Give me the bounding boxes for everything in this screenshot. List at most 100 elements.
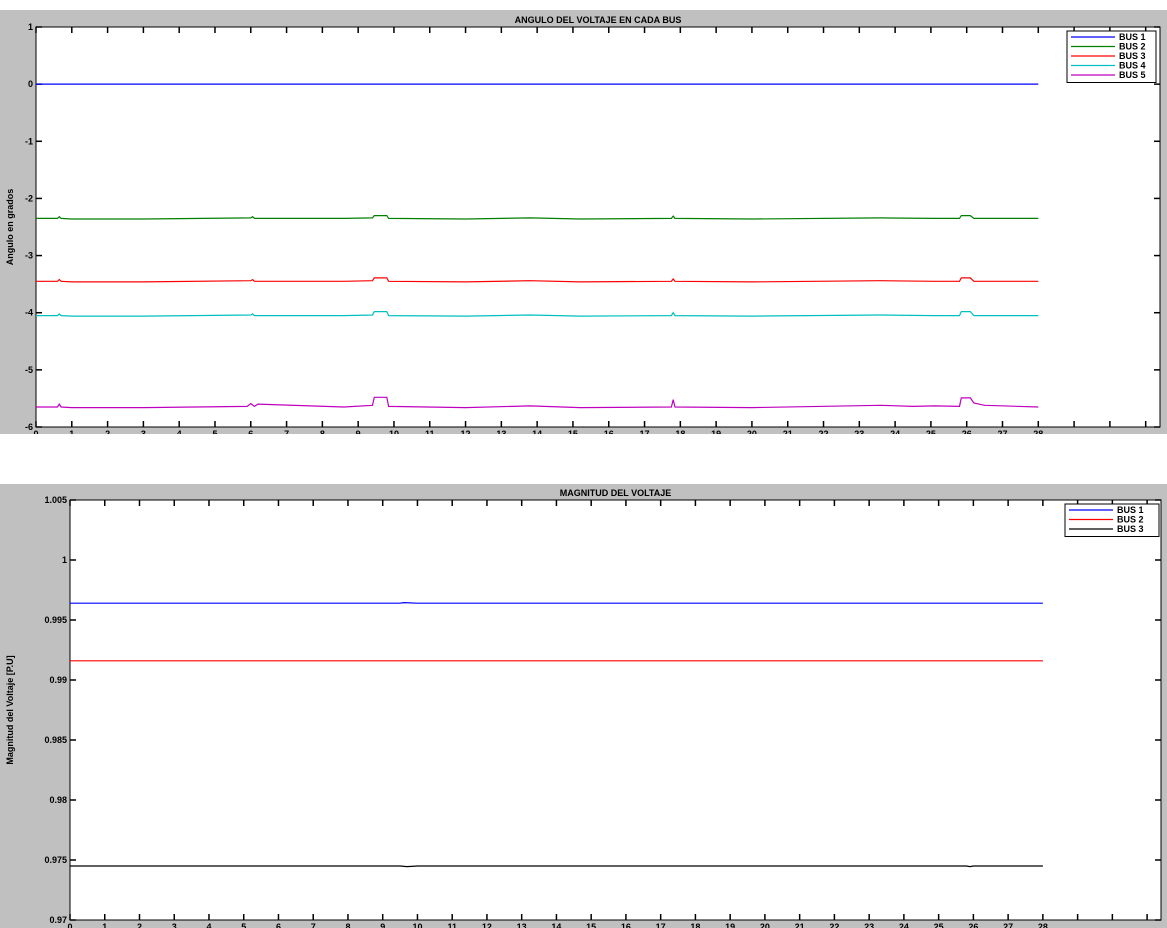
plot-area [35, 26, 1161, 428]
y-tick-label: 0.975 [44, 855, 67, 865]
y-axis-label: Angulo en grados [5, 189, 15, 266]
legend-label-bus-2: BUS 2 [1119, 42, 1146, 52]
y-tick-label: -4 [25, 308, 33, 318]
x-tick-label: 22 [819, 429, 829, 434]
chart-title: ANGULO DEL VOLTAJE EN CADA BUS [515, 15, 682, 25]
x-tick-label: 8 [320, 429, 325, 434]
y-tick-label: 0 [28, 79, 33, 89]
series-line-bus-3 [36, 277, 1039, 283]
x-tick-label: 0 [67, 922, 72, 928]
series-line-bus-1 [70, 601, 1043, 604]
x-tick-label: 21 [783, 429, 793, 434]
y-tick-label: 1 [28, 22, 33, 32]
x-tick-label: 14 [532, 429, 542, 434]
x-tick-label: 1 [69, 429, 74, 434]
legend-label-bus-3: BUS 3 [1117, 524, 1144, 534]
x-tick-label: 28 [1038, 922, 1048, 928]
series-line-bus-3 [70, 865, 1043, 868]
x-tick-label: 25 [926, 429, 936, 434]
x-tick-label: 12 [482, 922, 492, 928]
x-tick-label: 13 [517, 922, 527, 928]
x-tick-label: 7 [311, 922, 316, 928]
x-tick-label: 20 [760, 922, 770, 928]
legend-label-bus-1: BUS 1 [1119, 32, 1146, 42]
x-tick-label: 16 [621, 922, 631, 928]
legend-label-bus-1: BUS 1 [1117, 505, 1144, 515]
series-line-bus-5 [36, 396, 1039, 409]
x-tick-label: 4 [177, 429, 182, 434]
x-tick-label: 3 [172, 922, 177, 928]
x-tick-label: 2 [137, 922, 142, 928]
x-tick-label: 21 [795, 922, 805, 928]
y-tick-label: 0.995 [44, 615, 67, 625]
y-tick-label: 1 [62, 555, 67, 565]
x-tick-label: 18 [690, 922, 700, 928]
x-tick-label: 28 [1033, 429, 1043, 434]
y-tick-label: -2 [25, 193, 33, 203]
x-tick-label: 11 [447, 922, 457, 928]
y-tick-label: 0.985 [44, 735, 67, 745]
y-tick-label: -5 [25, 365, 33, 375]
legend-label-bus-4: BUS 4 [1119, 61, 1146, 71]
x-tick-label: 15 [586, 922, 596, 928]
x-tick-label: 23 [864, 922, 874, 928]
x-tick-label: 2 [105, 429, 110, 434]
x-tick-label: 22 [829, 922, 839, 928]
x-tick-label: 5 [212, 429, 217, 434]
legend-box [1064, 503, 1160, 537]
y-tick-label: 0.98 [49, 795, 67, 805]
series-line-bus-2 [36, 215, 1039, 220]
x-tick-label: 19 [725, 922, 735, 928]
legend-label-bus-3: BUS 3 [1119, 51, 1146, 61]
x-tick-label: 17 [656, 922, 666, 928]
x-tick-label: 6 [276, 922, 281, 928]
y-tick-label: -6 [25, 422, 33, 432]
x-tick-label: 7 [284, 429, 289, 434]
x-tick-label: 19 [711, 429, 721, 434]
x-tick-label: 10 [412, 922, 422, 928]
y-tick-label: 1.005 [44, 495, 67, 505]
x-tick-label: 26 [968, 922, 978, 928]
x-tick-label: 23 [854, 429, 864, 434]
x-tick-label: 20 [747, 429, 757, 434]
chart-angulo-figure: ANGULO DEL VOLTAJE EN CADA BUS 0 1 2 3 4 5 6 7 8 9… [0, 10, 1167, 434]
x-tick-label: 8 [345, 922, 350, 928]
x-tick-label: 27 [1003, 922, 1013, 928]
x-tick-label: 14 [551, 922, 561, 928]
y-tick-label: -1 [25, 136, 33, 146]
legend-label-bus-5: BUS 5 [1119, 70, 1146, 80]
y-tick-label: 0.97 [49, 915, 67, 925]
x-tick-label: 18 [675, 429, 685, 434]
x-tick-label: 24 [899, 922, 909, 928]
plot-area [69, 499, 1162, 921]
x-tick-label: 17 [640, 429, 650, 434]
x-tick-label: 1 [102, 922, 107, 928]
x-tick-label: 3 [141, 429, 146, 434]
x-tick-label: 26 [962, 429, 972, 434]
x-tick-label: 9 [380, 922, 385, 928]
x-tick-label: 0 [33, 429, 38, 434]
y-axis-label: Magnitud del Voltaje [P.U] [5, 655, 15, 764]
y-tick-label: 0.99 [49, 675, 67, 685]
y-tick-label: -3 [25, 251, 33, 261]
x-tick-label: 6 [248, 429, 253, 434]
x-tick-label: 25 [934, 922, 944, 928]
legend-label-bus-2: BUS 2 [1117, 515, 1144, 525]
x-tick-label: 27 [997, 429, 1007, 434]
chart-title: MAGNITUD DEL VOLTAJE [560, 488, 672, 498]
x-tick-label: 15 [568, 429, 578, 434]
x-tick-label: 16 [604, 429, 614, 434]
x-tick-label: 10 [389, 429, 399, 434]
x-tick-label: 5 [241, 922, 246, 928]
legend-box [1066, 30, 1157, 83]
x-tick-label: 12 [461, 429, 471, 434]
x-tick-label: 11 [425, 429, 435, 434]
x-tick-label: 4 [206, 922, 211, 928]
chart-magnitud-figure: MAGNITUD DEL VOLTAJE 0 1 2 3 4 5 6 7 8 9 10 11 12 13 14… [0, 484, 1167, 928]
x-tick-label: 9 [356, 429, 361, 434]
x-tick-label: 24 [890, 429, 900, 434]
x-tick-label: 13 [496, 429, 506, 434]
series-line-bus-4 [36, 311, 1039, 317]
